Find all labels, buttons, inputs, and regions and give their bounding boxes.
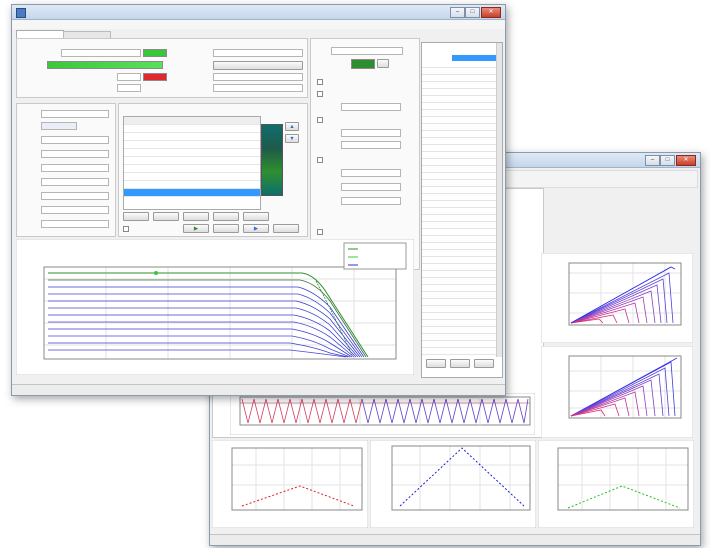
surface-plot-middle: [541, 346, 693, 438]
table-button-2[interactable]: [450, 359, 470, 368]
green-triangle-plot: [538, 440, 694, 528]
table-row[interactable]: [124, 157, 260, 165]
param-input-3[interactable]: [41, 164, 109, 172]
front-statusbar: [12, 384, 505, 395]
name-field[interactable]: [41, 110, 109, 118]
next-button[interactable]: ▶: [243, 224, 269, 233]
settings-panel: [310, 38, 420, 270]
param-input-1[interactable]: [41, 136, 109, 144]
param-input-5[interactable]: [41, 192, 109, 200]
table-row-selected[interactable]: [124, 189, 260, 197]
param-field-c[interactable]: [213, 84, 303, 92]
stop-button[interactable]: [273, 224, 299, 233]
red-triangle-plot: [212, 440, 368, 528]
param-input-6[interactable]: [41, 206, 109, 214]
family-curves-middle: [570, 357, 678, 417]
color-pick-button[interactable]: [377, 59, 389, 68]
settings-checkbox-2[interactable]: [317, 91, 323, 97]
table-row[interactable]: [124, 141, 260, 149]
settings-checkbox-3[interactable]: [317, 117, 323, 123]
settings-field-7[interactable]: [341, 197, 401, 205]
oscillation-plot: [230, 393, 535, 435]
settings-field-3[interactable]: [341, 129, 401, 137]
param-field-b[interactable]: [213, 73, 303, 81]
param-input-4[interactable]: [41, 178, 109, 186]
menu-bar: [12, 20, 505, 29]
pause-button[interactable]: [213, 224, 239, 233]
color-preview-green: [351, 59, 375, 69]
list-button-2[interactable]: [153, 212, 179, 221]
front-window[interactable]: – □ ✕: [11, 4, 506, 396]
settings-field-2[interactable]: [341, 103, 401, 111]
maximize-icon[interactable]: □: [660, 155, 675, 166]
sweep-table[interactable]: [123, 116, 261, 210]
param-input-2[interactable]: [41, 150, 109, 158]
table-row[interactable]: [124, 165, 260, 173]
table-row[interactable]: [124, 133, 260, 141]
table-row[interactable]: [124, 125, 260, 133]
settings-checkbox-4[interactable]: [317, 157, 323, 163]
settings-checkbox-1[interactable]: [317, 79, 323, 85]
play-button[interactable]: ▶: [183, 224, 209, 233]
table-header: [124, 117, 260, 125]
meter-field-1: [61, 49, 141, 57]
meter-bar-green-1: [143, 49, 167, 57]
data-table[interactable]: [421, 42, 503, 378]
meter-field-2: [117, 73, 141, 81]
back-statusbar: [210, 534, 700, 545]
table-row[interactable]: [124, 173, 260, 181]
blue-triangle-plot: [370, 440, 536, 528]
decay-curves: [48, 271, 369, 358]
table-scrollbar[interactable]: [496, 43, 502, 357]
minimize-icon[interactable]: –: [450, 7, 465, 18]
settings-field-4[interactable]: [341, 141, 401, 149]
sweep-list-panel: ▲ ▼ ▶ ▶: [118, 103, 308, 237]
table-button-3[interactable]: [474, 359, 494, 368]
arrow-up-icon[interactable]: ▲: [285, 122, 299, 131]
type-dropdown[interactable]: [41, 122, 77, 130]
meter-bar-green-wide: [47, 61, 163, 69]
front-window-titlebar[interactable]: – □ ✕: [12, 5, 505, 20]
maximize-icon[interactable]: □: [465, 7, 480, 18]
settings-checkbox-5[interactable]: [317, 229, 323, 235]
data-table-header-selected: [452, 55, 496, 61]
minimize-icon[interactable]: –: [645, 155, 660, 166]
family-curves-top: [570, 266, 676, 324]
tab-strip: [16, 30, 306, 39]
app-icon: [16, 8, 26, 18]
list-button-5[interactable]: [243, 212, 269, 221]
surface-plot-top: [541, 253, 693, 343]
parameter-panel: [16, 103, 116, 237]
list-button-3[interactable]: [183, 212, 209, 221]
main-curve-plot: [16, 239, 414, 375]
settings-field-6[interactable]: [341, 183, 401, 191]
param-button[interactable]: [213, 61, 303, 70]
meters-panel: [16, 38, 308, 98]
settings-field-5[interactable]: [341, 169, 401, 177]
table-button-1[interactable]: [426, 359, 446, 368]
list-button-1[interactable]: [123, 212, 149, 221]
color-swatch-column: [261, 124, 283, 196]
param-input-7[interactable]: [41, 220, 109, 228]
param-field-a[interactable]: [213, 49, 303, 57]
settings-field-1[interactable]: [331, 47, 403, 55]
meter-bar-red: [143, 73, 167, 81]
option-checkbox[interactable]: [123, 226, 129, 232]
meter-field-3: [117, 84, 141, 92]
list-button-4[interactable]: [213, 212, 239, 221]
data-table-rows: [422, 61, 500, 357]
table-row[interactable]: [124, 181, 260, 189]
tab-2[interactable]: [63, 31, 111, 39]
arrow-down-icon[interactable]: ▼: [285, 134, 299, 143]
close-icon[interactable]: ✕: [676, 155, 696, 166]
close-icon[interactable]: ✕: [481, 7, 501, 18]
table-row[interactable]: [124, 149, 260, 157]
